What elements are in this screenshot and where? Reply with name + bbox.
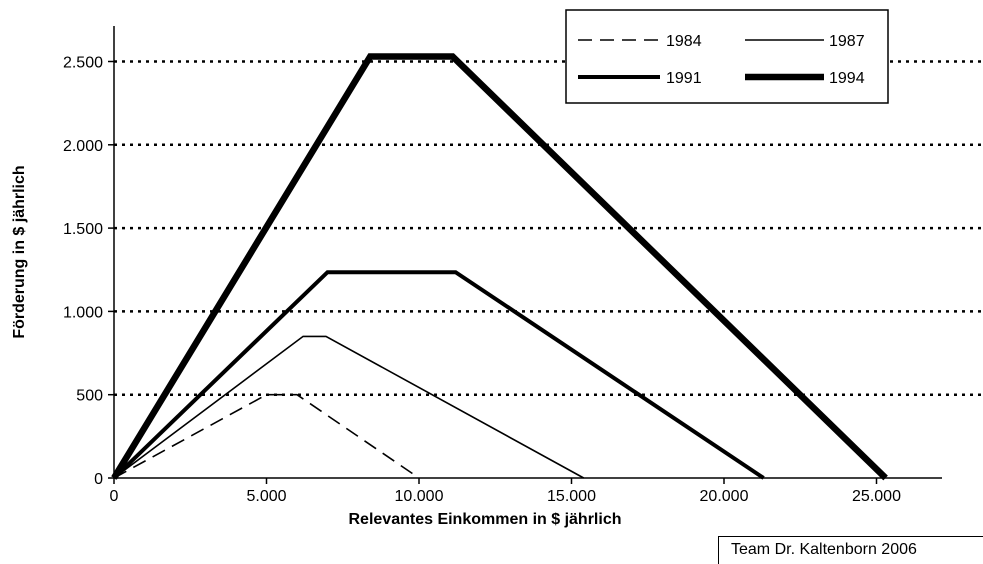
legend-label-1984: 1984 [666, 33, 702, 50]
x-tick-label: 10.000 [395, 488, 444, 505]
y-axis-label: Förderung in $ jährlich [11, 165, 28, 338]
y-tick-label: 2.500 [63, 55, 103, 72]
legend-label-1991: 1991 [666, 70, 702, 87]
legend-label-1994: 1994 [829, 70, 865, 87]
x-tick-label: 0 [110, 488, 119, 505]
gridlines [114, 62, 983, 395]
credit-box: Team Dr. Kaltenborn 2006 [718, 536, 983, 564]
legend-label-1987: 1987 [829, 33, 865, 50]
x-tick-label: 20.000 [700, 488, 749, 505]
x-axis-label: Relevantes Einkommen in $ jährlich [349, 511, 622, 528]
tick-labels: 0 500 1.000 1.500 2.000 2.500 0 5.000 10.000 15.0… [63, 55, 901, 506]
legend: 1984 1987 1991 1994 [566, 10, 888, 103]
y-tick-label: 1.500 [63, 221, 103, 238]
y-tick-label: 2.000 [63, 138, 103, 155]
y-tick-label: 1.000 [63, 304, 103, 321]
credit-text: Team Dr. Kaltenborn 2006 [731, 541, 917, 558]
tick-marks [108, 62, 877, 485]
series-line-1994 [114, 57, 886, 479]
x-tick-label: 25.000 [852, 488, 901, 505]
x-tick-label: 5.000 [246, 488, 286, 505]
x-tick-label: 15.000 [547, 488, 596, 505]
series-line-1991 [114, 272, 764, 478]
legend-box [566, 10, 888, 103]
series-lines [114, 57, 886, 479]
y-tick-label: 0 [94, 471, 103, 488]
y-tick-label: 500 [76, 388, 103, 405]
